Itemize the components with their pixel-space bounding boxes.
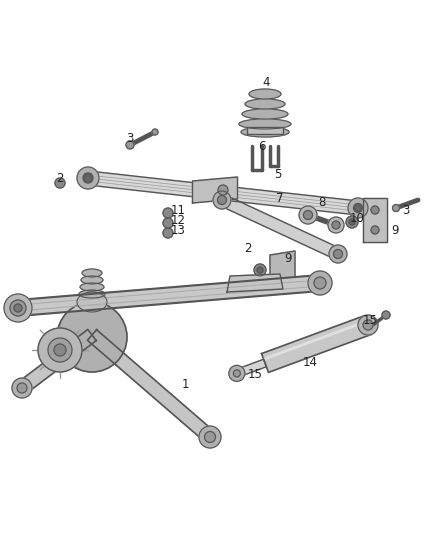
Text: 4: 4 — [262, 76, 270, 88]
Ellipse shape — [333, 249, 343, 259]
Ellipse shape — [4, 294, 32, 322]
Ellipse shape — [245, 99, 285, 109]
Text: 12: 12 — [170, 214, 186, 227]
Polygon shape — [18, 329, 96, 393]
Text: 14: 14 — [303, 357, 318, 369]
Text: 15: 15 — [363, 313, 378, 327]
Polygon shape — [88, 330, 215, 442]
Polygon shape — [270, 251, 295, 283]
Text: 8: 8 — [318, 197, 326, 209]
Ellipse shape — [213, 191, 231, 209]
Ellipse shape — [308, 271, 332, 295]
Circle shape — [371, 206, 379, 214]
Polygon shape — [363, 198, 387, 242]
Ellipse shape — [229, 366, 245, 382]
Circle shape — [126, 141, 134, 149]
Ellipse shape — [77, 292, 107, 312]
Circle shape — [55, 178, 65, 188]
Polygon shape — [219, 195, 340, 260]
Ellipse shape — [329, 245, 347, 263]
Circle shape — [354, 205, 361, 212]
Polygon shape — [192, 177, 237, 203]
Circle shape — [163, 218, 173, 228]
Text: 1: 1 — [181, 378, 189, 392]
Circle shape — [54, 344, 66, 356]
Text: 10: 10 — [350, 212, 364, 224]
Polygon shape — [261, 316, 371, 373]
Circle shape — [382, 311, 390, 319]
Circle shape — [346, 216, 358, 228]
Circle shape — [163, 208, 173, 218]
Ellipse shape — [328, 217, 344, 233]
Circle shape — [254, 264, 266, 276]
Text: 3: 3 — [403, 204, 410, 216]
Text: 5: 5 — [274, 168, 282, 182]
Ellipse shape — [249, 89, 281, 99]
Circle shape — [218, 185, 228, 195]
Text: 3: 3 — [126, 132, 134, 144]
Ellipse shape — [348, 198, 368, 218]
Ellipse shape — [358, 315, 378, 335]
Polygon shape — [87, 171, 359, 215]
Polygon shape — [18, 275, 321, 316]
Circle shape — [48, 338, 72, 362]
Ellipse shape — [241, 127, 289, 137]
Ellipse shape — [82, 269, 102, 277]
Ellipse shape — [304, 211, 312, 220]
Ellipse shape — [239, 119, 291, 129]
Ellipse shape — [81, 276, 103, 284]
Ellipse shape — [77, 167, 99, 189]
Ellipse shape — [80, 283, 104, 291]
Ellipse shape — [233, 370, 240, 377]
Ellipse shape — [363, 320, 373, 330]
Text: 11: 11 — [170, 204, 186, 216]
Circle shape — [57, 302, 127, 372]
Ellipse shape — [199, 426, 221, 448]
Ellipse shape — [79, 290, 105, 298]
Circle shape — [163, 228, 173, 238]
Ellipse shape — [218, 196, 226, 205]
Ellipse shape — [12, 378, 32, 398]
Text: 2: 2 — [244, 241, 252, 254]
Ellipse shape — [205, 432, 215, 442]
Ellipse shape — [17, 383, 27, 393]
Circle shape — [257, 267, 263, 273]
Ellipse shape — [83, 173, 93, 183]
Circle shape — [371, 226, 379, 234]
Text: 13: 13 — [170, 223, 185, 237]
Ellipse shape — [332, 221, 340, 229]
Ellipse shape — [353, 204, 363, 213]
Ellipse shape — [242, 109, 288, 119]
Ellipse shape — [314, 277, 326, 289]
Text: 9: 9 — [391, 223, 399, 237]
Text: 9: 9 — [284, 252, 292, 264]
Text: 15: 15 — [247, 368, 262, 382]
Ellipse shape — [14, 304, 22, 312]
Text: 2: 2 — [56, 172, 64, 184]
Circle shape — [152, 129, 158, 135]
Circle shape — [392, 205, 399, 212]
Circle shape — [38, 328, 82, 372]
Circle shape — [349, 219, 355, 225]
Polygon shape — [227, 274, 283, 292]
Ellipse shape — [299, 206, 317, 224]
Polygon shape — [236, 359, 266, 377]
Ellipse shape — [10, 300, 26, 316]
Polygon shape — [247, 127, 283, 134]
Circle shape — [84, 174, 92, 182]
Text: 6: 6 — [258, 140, 266, 152]
Text: 7: 7 — [276, 191, 284, 205]
